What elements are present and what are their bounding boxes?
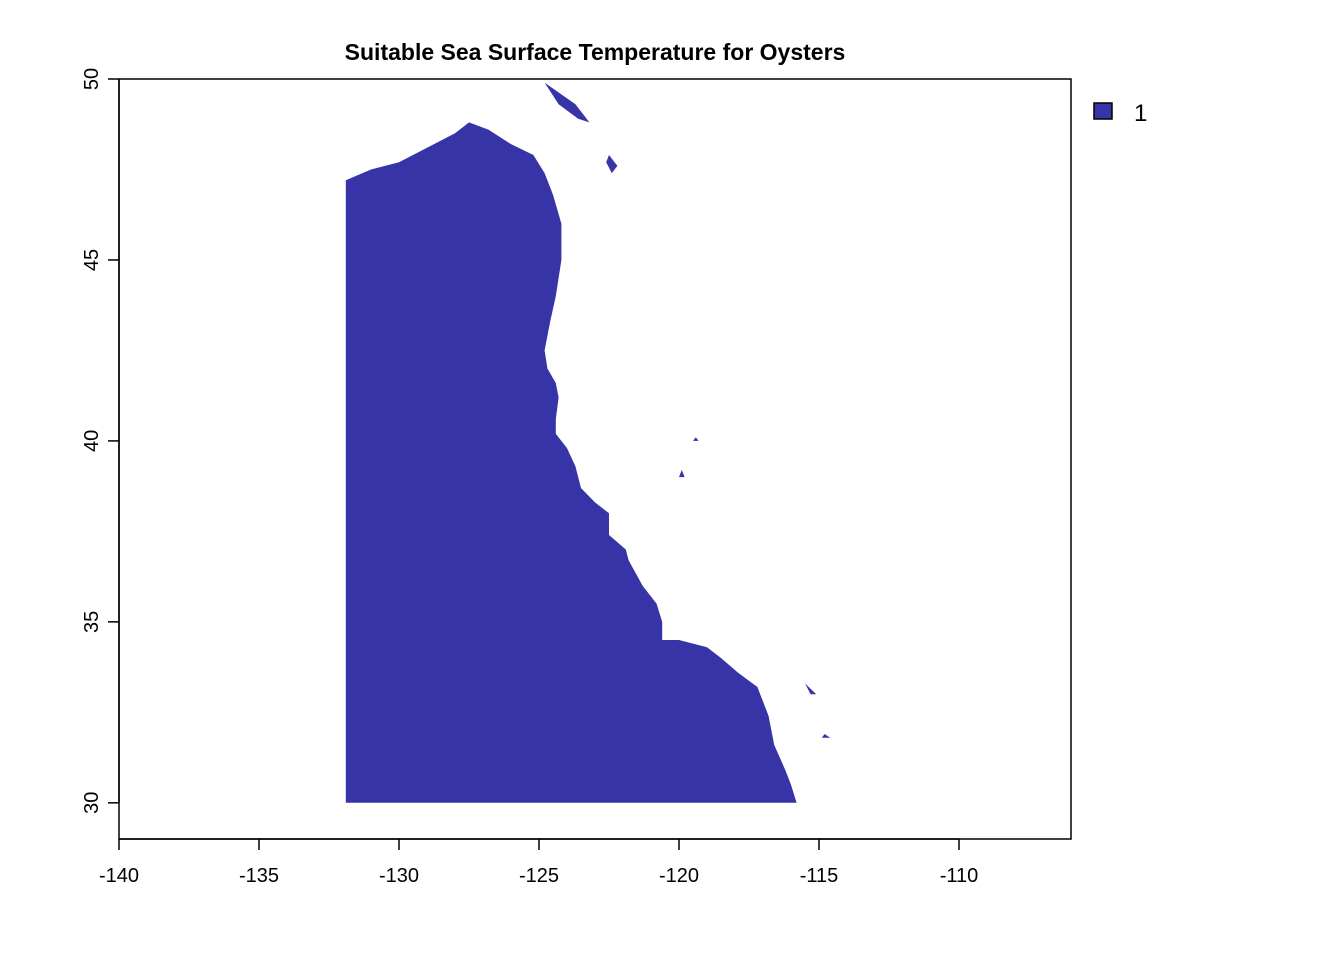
x-tick-label: -130	[379, 865, 419, 887]
suitable-patch-5	[805, 683, 817, 695]
suitable-patch-6	[821, 734, 831, 738]
x-tick-label: -125	[519, 865, 559, 887]
legend-label-1: 1	[1134, 100, 1147, 127]
y-axis: 30 35 40 45 50	[81, 68, 120, 814]
raster-layer	[345, 82, 831, 803]
suitable-patch-1	[544, 82, 590, 123]
y-tick-label: 50	[81, 68, 103, 90]
legend: 1	[1093, 100, 1147, 127]
y-tick-label: 35	[81, 611, 103, 633]
y-tick-label: 40	[81, 430, 103, 452]
x-tick-label: -135	[239, 865, 279, 887]
legend-swatch-1	[1093, 102, 1113, 120]
suitable-patch-4	[679, 469, 685, 478]
chart-title: Suitable Sea Surface Temperature for Oys…	[345, 39, 846, 65]
x-tick-label: -120	[659, 865, 699, 887]
x-tick-label: -115	[800, 865, 839, 887]
x-tick-label: -110	[940, 865, 979, 887]
suitable-patch-2	[606, 155, 618, 174]
suitable-patch-3	[693, 437, 699, 441]
y-tick-label: 30	[81, 792, 103, 814]
y-tick-label: 45	[81, 249, 103, 271]
x-axis: -140 -135 -130 -125 -120 -115 -110	[99, 838, 979, 887]
suitable-region	[345, 122, 797, 803]
x-tick-label: -140	[99, 865, 139, 887]
